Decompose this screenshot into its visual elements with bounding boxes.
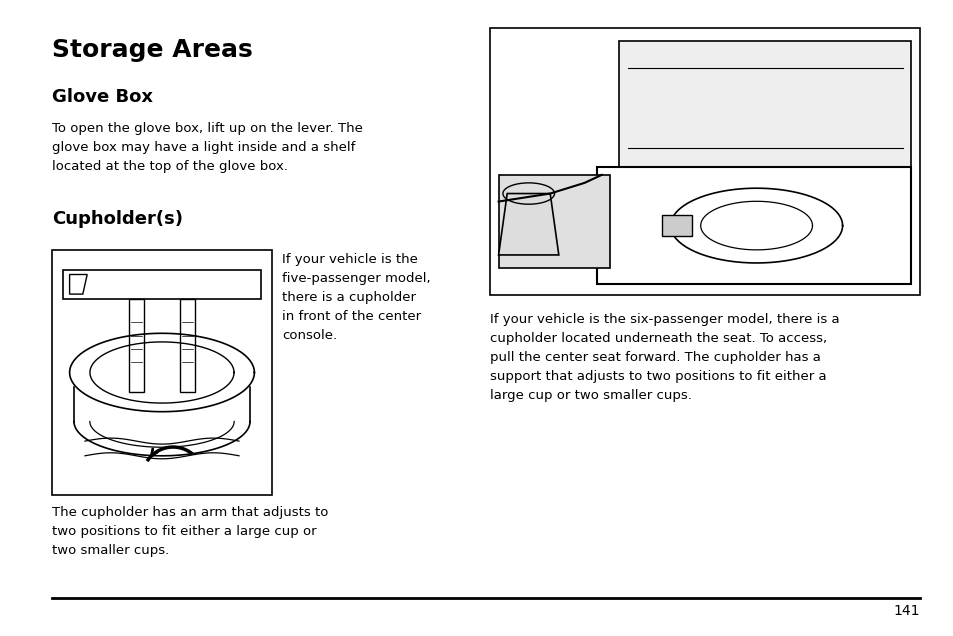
Polygon shape [498,175,610,268]
Text: Glove Box: Glove Box [52,88,152,106]
Text: Storage Areas: Storage Areas [52,38,253,62]
Bar [490,28,919,295]
Polygon shape [498,193,558,255]
Text: 141: 141 [893,604,919,618]
Text: If your vehicle is the six-passenger model, there is a
cupholder located underne: If your vehicle is the six-passenger mod… [490,313,839,402]
Text: If your vehicle is the
five-passenger model,
there is a cupholder
in front of th: If your vehicle is the five-passenger mo… [282,253,430,342]
Text: Cupholder(s): Cupholder(s) [52,210,183,228]
Text: To open the glove box, lift up on the lever. The
glove box may have a light insi: To open the glove box, lift up on the le… [52,122,362,173]
Polygon shape [179,299,194,392]
Polygon shape [70,275,87,294]
Polygon shape [129,299,144,392]
Polygon shape [618,41,910,175]
Polygon shape [63,270,261,299]
Polygon shape [661,215,691,236]
Text: The cupholder has an arm that adjusts to
two positions to fit either a large cup: The cupholder has an arm that adjusts to… [52,506,328,557]
Bar [52,250,272,495]
Polygon shape [597,167,910,284]
